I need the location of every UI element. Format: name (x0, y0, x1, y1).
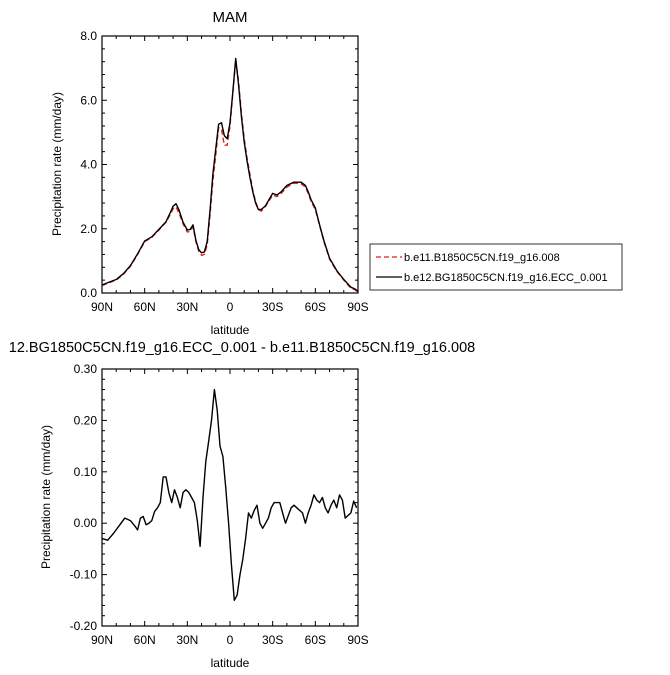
bottom-y-axis: -0.20 -0.10 0.00 0.10 0.20 0.30 (70, 362, 358, 633)
legend-label-series-1: b.e11.B1850C5CN.f19_g16.008 (404, 252, 560, 264)
bottom-chart-title: 12.BG1850C5CN.f19_g16.ECC_0.001 - b.e11.… (9, 340, 475, 356)
top-y-tick-label: 6.0 (80, 93, 97, 107)
bottom-x-tick-label: 60N (134, 633, 156, 647)
top-y-axis-title: Precipitation rate (mm/day) (50, 92, 64, 236)
bottom-y-axis-title: Precipitation rate (mm/day) (39, 425, 53, 569)
top-x-tick-label: 0 (227, 300, 234, 314)
top-y-tick-label: 0.0 (80, 286, 97, 300)
bottom-plot-frame (101, 368, 359, 627)
top-x-tick-label: 60S (305, 300, 326, 314)
top-chart-title: MAM (213, 9, 248, 26)
top-series-lines (101, 57, 359, 293)
bottom-x-axis: 90N 60N 30N 0 30S 60S 90S (91, 369, 369, 647)
legend-frame (369, 243, 623, 291)
bottom-y-tick-label: 0.20 (74, 413, 98, 427)
top-series-line-1 (101, 59, 359, 293)
bottom-x-tick-label: 60S (305, 633, 326, 647)
top-x-tick-label: 30S (262, 300, 283, 314)
bottom-y-tick-label: 0.30 (74, 362, 98, 376)
top-chart: MAM 0.02.04.06.08.0 90N 60N 30N 0 30S 60S 90S … (50, 9, 369, 337)
bottom-y-tick-label: -0.20 (70, 619, 98, 633)
top-y-tick-label: 2.0 (80, 222, 97, 236)
top-series-line-2 (101, 57, 359, 292)
top-x-tick-label: 30N (176, 300, 198, 314)
bottom-chart: 12.BG1850C5CN.f19_g16.ECC_0.001 - b.e11.… (9, 340, 475, 670)
top-y-tick-label: 4.0 (80, 158, 97, 172)
bottom-x-tick-label: 0 (227, 633, 234, 647)
top-x-axis-title: latitude (211, 323, 250, 337)
bottom-y-tick-label: 0.00 (74, 516, 98, 530)
top-plot-frame (101, 35, 359, 294)
bottom-series-lines (101, 388, 358, 601)
top-x-tick-label: 90N (91, 300, 113, 314)
legend-label-series-2: b.e12.BG1850C5CN.f19_g16.ECC_0.001 (404, 272, 608, 284)
bottom-x-tick-label: 30S (262, 633, 283, 647)
bottom-x-tick-label: 30N (176, 633, 198, 647)
legend: b.e11.B1850C5CN.f19_g16.008 b.e12.BG1850… (369, 243, 623, 291)
top-y-axis: 0.0 2.0 4.0 6.0 8.0 (80, 29, 358, 300)
top-x-tick-label: 90S (347, 300, 368, 314)
bottom-x-tick-label: 90N (91, 633, 113, 647)
top-y-tick-label: 8.0 (80, 29, 97, 43)
bottom-y-tick-label: 0.10 (74, 465, 98, 479)
bottom-x-axis-title: latitude (211, 656, 250, 670)
bottom-y-tick-label: -0.10 (70, 568, 98, 582)
top-x-tick-label: 60N (134, 300, 156, 314)
top-x-axis: 90N 60N 30N 0 30S 60S 90S (91, 36, 369, 314)
bottom-x-tick-label: 90S (347, 633, 368, 647)
bottom-series-line-1 (101, 388, 358, 601)
